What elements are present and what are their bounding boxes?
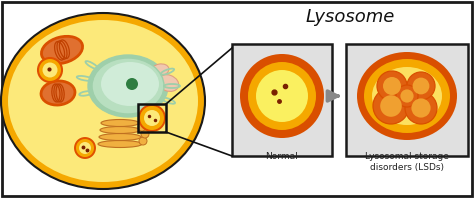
Circle shape xyxy=(383,77,401,95)
Ellipse shape xyxy=(357,52,457,140)
Ellipse shape xyxy=(99,133,141,141)
Ellipse shape xyxy=(88,55,168,117)
Circle shape xyxy=(411,98,430,118)
Text: Normal: Normal xyxy=(265,152,298,161)
Circle shape xyxy=(79,142,91,154)
Ellipse shape xyxy=(41,36,82,64)
Ellipse shape xyxy=(8,20,198,182)
Circle shape xyxy=(380,95,402,117)
Circle shape xyxy=(405,92,437,124)
Bar xyxy=(138,104,166,132)
Text: Lysosome: Lysosome xyxy=(305,8,395,26)
Circle shape xyxy=(240,54,324,138)
Ellipse shape xyxy=(101,120,139,127)
Ellipse shape xyxy=(92,58,164,114)
Circle shape xyxy=(43,63,57,77)
Circle shape xyxy=(139,105,165,131)
Ellipse shape xyxy=(372,67,442,125)
Circle shape xyxy=(248,62,316,130)
Circle shape xyxy=(126,78,138,90)
Bar xyxy=(346,44,468,156)
Circle shape xyxy=(139,137,147,145)
Ellipse shape xyxy=(1,13,205,189)
Ellipse shape xyxy=(101,62,159,106)
Text: Lysosomal storage
disorders (LSDs): Lysosomal storage disorders (LSDs) xyxy=(365,152,449,172)
Circle shape xyxy=(396,85,418,107)
Circle shape xyxy=(256,70,308,122)
Ellipse shape xyxy=(151,64,169,76)
Ellipse shape xyxy=(157,75,179,91)
Circle shape xyxy=(407,72,435,100)
Circle shape xyxy=(138,123,146,131)
Circle shape xyxy=(377,71,407,101)
Circle shape xyxy=(401,89,414,103)
Circle shape xyxy=(373,88,409,124)
Circle shape xyxy=(412,78,429,94)
Ellipse shape xyxy=(98,141,142,148)
Circle shape xyxy=(144,110,160,126)
Circle shape xyxy=(75,138,95,158)
Ellipse shape xyxy=(364,59,450,133)
Circle shape xyxy=(141,130,149,138)
Circle shape xyxy=(38,58,62,82)
Ellipse shape xyxy=(100,127,140,133)
Ellipse shape xyxy=(41,81,75,105)
Bar xyxy=(232,44,332,156)
